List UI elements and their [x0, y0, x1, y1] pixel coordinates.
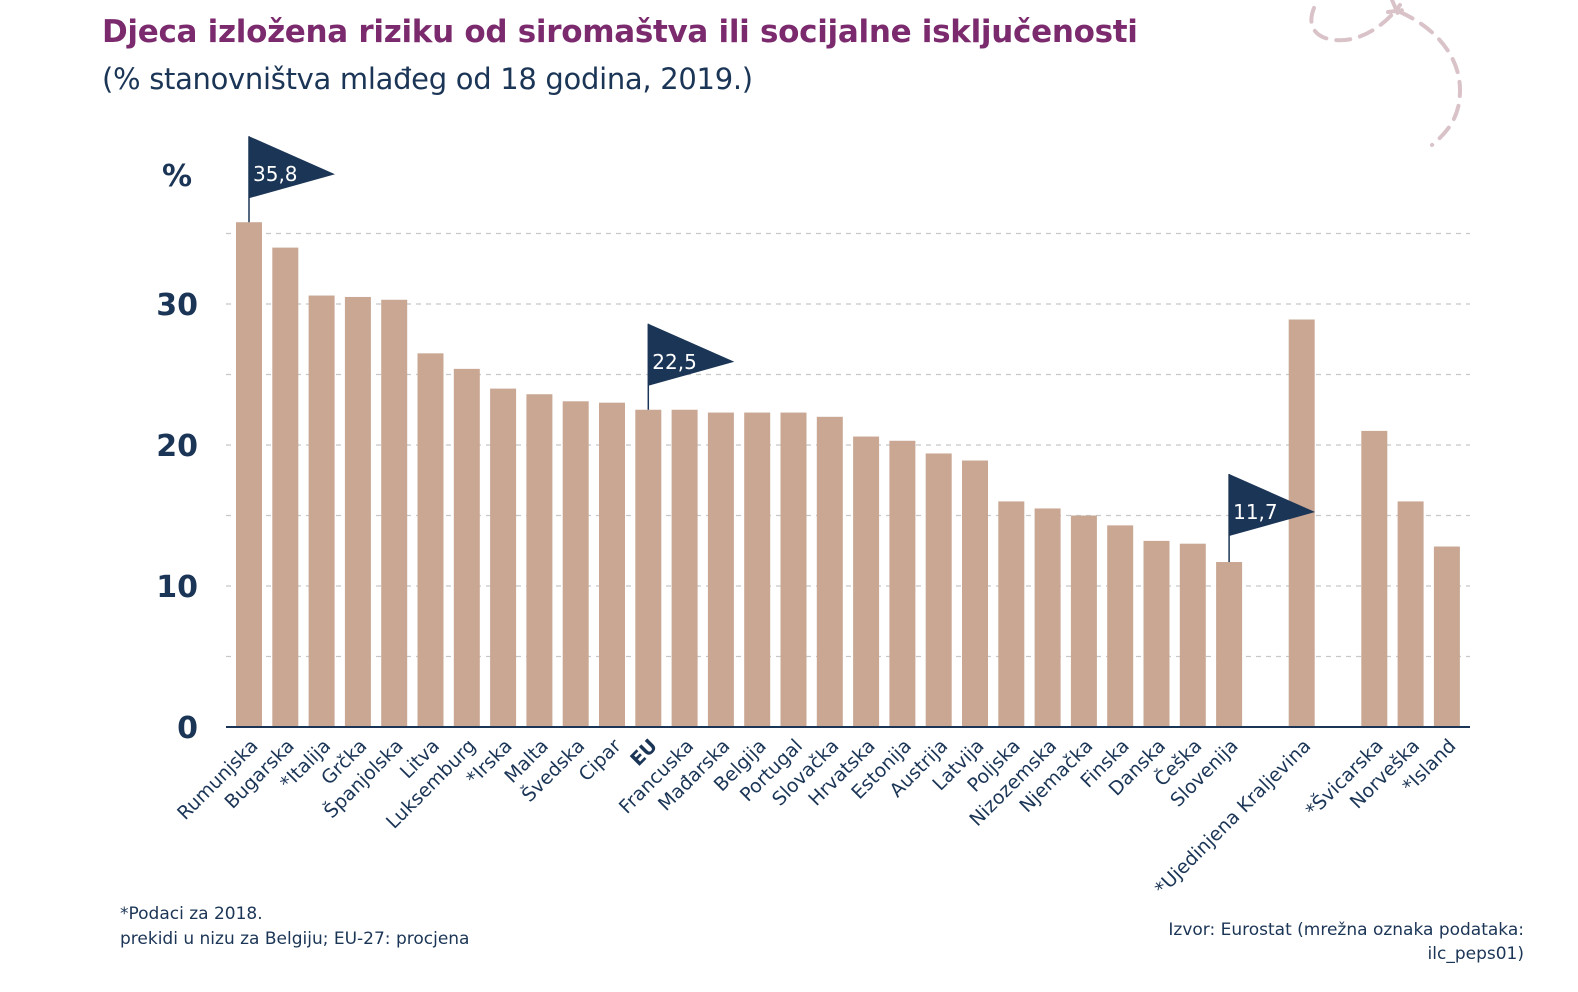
footnote-line: *Podaci za 2018. — [120, 904, 263, 924]
bar — [599, 402, 625, 727]
value-flag: 11,7 — [1228, 474, 1316, 563]
bar — [1179, 543, 1206, 727]
value-flag: 35,8 — [248, 136, 335, 223]
bar — [308, 295, 335, 727]
bar — [490, 388, 517, 727]
bar — [671, 409, 698, 727]
y-tick-label: 0 — [177, 711, 198, 746]
bar — [707, 412, 734, 727]
bar — [236, 222, 262, 727]
decorative-dashed-swirl — [1309, 0, 1463, 147]
bar — [1397, 501, 1424, 727]
flag-value-label: 35,8 — [253, 162, 298, 186]
footnote: *Podaci za 2018. prekidi u nizu za Belgi… — [120, 902, 469, 952]
bar — [816, 416, 843, 727]
bar — [1433, 546, 1460, 727]
bar — [1107, 525, 1134, 727]
bar — [562, 401, 589, 727]
bar — [744, 412, 771, 727]
source-line: ilc_peps01) — [1427, 944, 1524, 964]
bar — [526, 394, 553, 727]
y-tick-label: 30 — [156, 288, 198, 323]
bar — [889, 440, 916, 727]
footnote-line: prekidi u nizu za Belgiju; EU-27: procje… — [120, 929, 470, 949]
bar — [1216, 562, 1243, 727]
bar — [453, 368, 480, 727]
source-note: Izvor: Eurostat (mrežna oznaka podataka:… — [1168, 918, 1524, 966]
source-line: Izvor: Eurostat (mrežna oznaka podataka: — [1168, 920, 1524, 940]
bar — [381, 299, 408, 727]
bar — [925, 453, 952, 727]
bar — [1143, 540, 1170, 727]
bar — [780, 412, 807, 727]
value-flag: 22,5 — [647, 323, 735, 410]
bar — [853, 436, 880, 727]
y-tick-label: 10 — [156, 570, 198, 605]
bar — [344, 296, 371, 727]
bar — [962, 460, 988, 727]
x-tick-label: Cipar — [575, 735, 626, 786]
bar — [417, 353, 444, 727]
flag-value-label: 11,7 — [1233, 500, 1278, 524]
bar — [1288, 319, 1315, 727]
y-axis-label: % — [162, 159, 192, 194]
chart-title: Djeca izložena riziku od siromaštva ili … — [102, 14, 1138, 50]
bar — [998, 501, 1025, 727]
y-tick-label: 20 — [156, 429, 198, 464]
bar — [635, 409, 662, 727]
bar — [1070, 515, 1097, 727]
bar — [272, 247, 299, 727]
bar — [1361, 430, 1388, 727]
bar — [1034, 508, 1061, 727]
flag-value-label: 22,5 — [652, 350, 697, 374]
chart-subtitle: (% stanovništva mlađeg od 18 godina, 201… — [102, 62, 753, 96]
